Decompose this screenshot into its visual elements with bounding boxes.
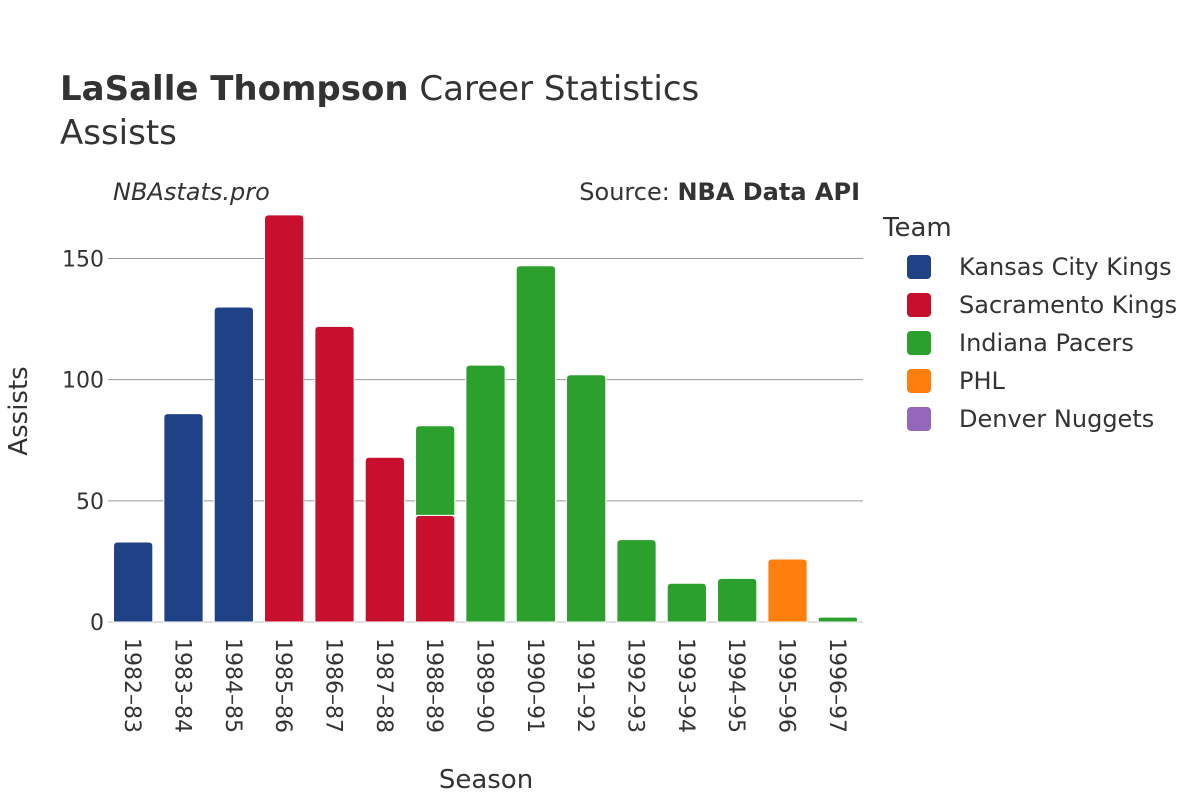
y-tick-label: 150 xyxy=(62,247,104,272)
legend-label-phl: PHL xyxy=(959,367,1006,395)
y-tick-label: 100 xyxy=(62,369,104,394)
bar-indiana-pacers xyxy=(515,265,556,623)
x-tick-label: 1992–93 xyxy=(623,638,648,733)
x-tick-label: 1991–92 xyxy=(572,638,597,733)
bar-phl xyxy=(767,558,808,623)
x-tick-label: 1985–86 xyxy=(270,638,295,733)
bar-kansas-city-kings xyxy=(213,306,254,623)
chart-subtitle: Assists xyxy=(60,113,177,153)
bar-indiana-pacers xyxy=(465,364,506,623)
x-tick-label: 1987–88 xyxy=(371,638,396,733)
x-tick-label: 1993–94 xyxy=(673,638,698,733)
legend: Kansas City Kings Sacramento Kings Indiana… xyxy=(907,253,1177,433)
bar-indiana-pacers xyxy=(566,374,607,623)
x-tick-label: 1995–96 xyxy=(774,638,799,733)
source-credit: Source: NBA Data API xyxy=(579,178,860,206)
x-tick-label: 1990–91 xyxy=(522,638,547,733)
bar-sacramento-kings xyxy=(415,514,456,623)
y-axis-ticks: 0 50 100 150 xyxy=(62,247,104,636)
x-tick-label: 1983–84 xyxy=(170,638,195,733)
legend-title: Team xyxy=(882,213,952,243)
bar-kansas-city-kings xyxy=(163,413,204,623)
legend-swatch-sacramento-kings xyxy=(907,293,931,317)
legend-swatch-phl xyxy=(907,369,931,393)
watermark: NBAstats.pro xyxy=(113,178,270,206)
legend-swatch-indiana-pacers xyxy=(907,331,931,355)
x-tick-label: 1988–89 xyxy=(421,638,446,733)
legend-label-kansas-city-kings: Kansas City Kings xyxy=(959,253,1172,281)
bars xyxy=(113,214,858,623)
x-tick-label: 1996–97 xyxy=(824,638,849,733)
y-tick-label: 50 xyxy=(76,490,104,515)
legend-label-indiana-pacers: Indiana Pacers xyxy=(959,329,1134,357)
bar-indiana-pacers xyxy=(415,425,456,516)
x-tick-label: 1994–95 xyxy=(723,638,748,733)
bar-sacramento-kings xyxy=(364,456,405,623)
chart-title-player: LaSalle Thompson xyxy=(60,69,409,109)
y-tick-label: 0 xyxy=(90,611,104,636)
source-name: NBA Data API xyxy=(677,178,860,206)
x-tick-label: 1989–90 xyxy=(472,638,497,733)
bar-indiana-pacers xyxy=(817,616,858,623)
x-tick-label: 1986–87 xyxy=(321,638,346,733)
legend-swatch-kansas-city-kings xyxy=(907,255,931,279)
bar-kansas-city-kings xyxy=(113,541,154,623)
bar-indiana-pacers xyxy=(616,539,657,623)
chart-title-rest: Career Statistics xyxy=(409,69,700,109)
chart-title: LaSalle Thompson Career Statistics xyxy=(60,69,699,109)
x-tick-label: 1982–83 xyxy=(119,638,144,733)
x-axis-ticks: 1982–83 1983–84 1984–85 1985–86 1986–87 1987–… xyxy=(119,638,849,733)
bar-sacramento-kings xyxy=(264,214,305,623)
legend-swatch-denver-nuggets xyxy=(907,407,931,431)
source-prefix: Source: xyxy=(579,178,677,206)
y-axis-title: Assists xyxy=(4,366,34,455)
bar-sacramento-kings xyxy=(314,325,355,623)
bar-indiana-pacers xyxy=(717,577,758,623)
x-tick-label: 1984–85 xyxy=(220,638,245,733)
legend-label-denver-nuggets: Denver Nuggets xyxy=(959,405,1154,433)
legend-label-sacramento-kings: Sacramento Kings xyxy=(959,291,1177,319)
bar-indiana-pacers xyxy=(666,582,707,623)
x-axis-title: Season xyxy=(439,765,533,795)
